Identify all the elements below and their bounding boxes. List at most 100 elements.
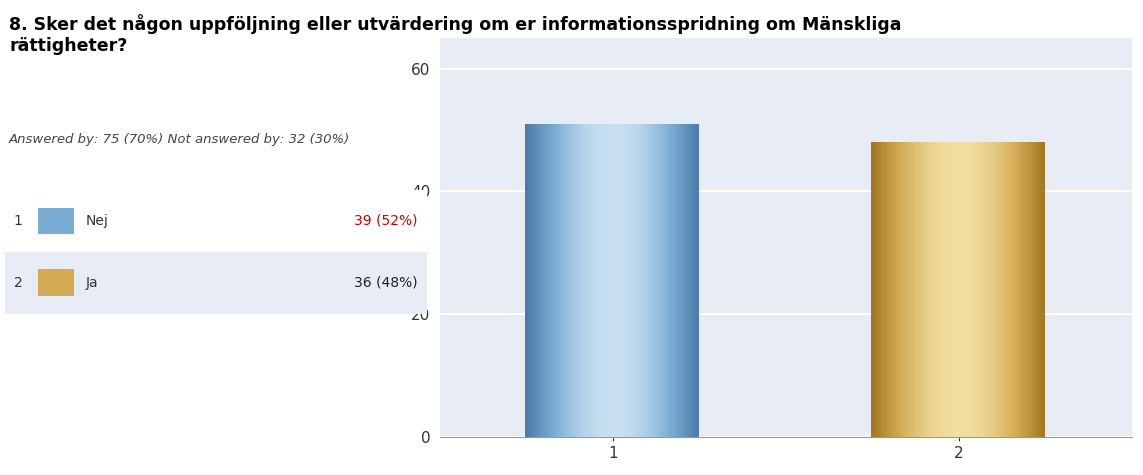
Bar [929,142,930,437]
Bar [1042,142,1045,437]
Bar [536,124,537,437]
Bar [962,142,964,437]
Bar [986,142,989,437]
Bar [684,124,686,437]
Bar [982,142,984,437]
Bar [1015,142,1017,437]
Bar [887,142,889,437]
Bar [625,124,628,437]
Text: 8. Sker det någon uppföljning eller utvärdering om er informationsspridning om M: 8. Sker det någon uppföljning eller utvä… [9,14,902,55]
Bar [890,142,892,437]
Bar [550,124,552,437]
Bar [670,124,672,437]
Bar [594,124,597,437]
Bar [620,124,621,437]
Bar [1041,142,1044,437]
Bar [692,124,694,437]
Bar [655,124,657,437]
Bar [561,124,563,437]
Bar [911,142,913,437]
Bar [555,124,558,437]
Bar [1020,142,1022,437]
Bar [628,124,630,437]
Bar [565,124,567,437]
Bar [1024,142,1026,437]
Bar [900,142,902,437]
Bar [629,124,631,437]
Bar [930,142,933,437]
Bar [616,124,618,437]
Bar [695,124,697,437]
Bar [534,124,536,437]
Bar [935,142,937,437]
Bar [997,142,999,437]
Bar [938,142,941,437]
Bar [674,124,676,437]
Bar [925,142,927,437]
Bar [1030,142,1032,437]
Bar [584,124,586,437]
Bar [654,124,656,437]
Bar [551,124,553,437]
Bar [553,124,555,437]
Bar [975,142,977,437]
Bar [985,142,988,437]
Bar [960,142,962,437]
Bar [681,124,684,437]
Bar [600,124,602,437]
Bar [910,142,912,437]
Bar [968,142,970,437]
Bar [554,124,557,437]
Bar [653,124,654,437]
Bar [896,142,897,437]
Bar [902,142,904,437]
Bar [576,124,578,437]
Bar [658,124,661,437]
Bar [614,124,615,437]
Bar [688,124,690,437]
Text: Nej: Nej [86,214,109,228]
Bar [656,124,658,437]
Bar [952,142,954,437]
Bar [641,124,642,437]
Bar [604,124,606,437]
Bar [981,142,983,437]
Bar [573,124,575,437]
Text: 36 (48%): 36 (48%) [353,276,417,290]
Bar [898,142,901,437]
Bar [932,142,934,437]
Bar [1032,142,1034,437]
Bar [592,124,594,437]
Bar [569,124,570,437]
Bar [693,124,695,437]
Bar [686,124,687,437]
Bar [874,142,877,437]
Bar [626,124,629,437]
Bar [589,124,591,437]
Bar [610,124,613,437]
Bar [964,142,966,437]
Bar [996,142,997,437]
Bar [998,142,1000,437]
Bar [977,142,980,437]
Bar [1038,142,1040,437]
Bar [974,142,976,437]
Bar [632,124,634,437]
Bar [527,124,529,437]
Bar [920,142,922,437]
Bar [966,142,968,437]
Bar [662,124,664,437]
Bar [567,124,569,437]
Bar [577,124,580,437]
Bar [689,124,692,437]
Bar [599,124,601,437]
Bar [954,142,957,437]
Bar [588,124,590,437]
Bar [637,124,639,437]
Bar [609,124,612,437]
Bar [921,142,924,437]
Bar [1001,142,1002,437]
Bar [596,124,598,437]
Bar [677,124,679,437]
Bar [951,142,952,437]
